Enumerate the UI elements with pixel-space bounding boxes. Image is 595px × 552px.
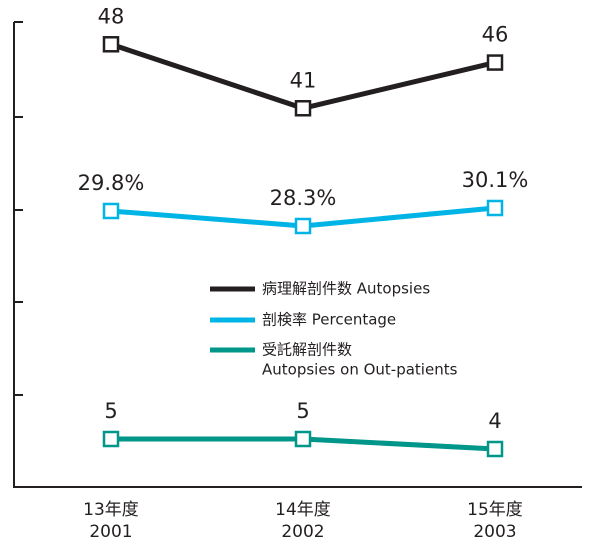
data-label: 5 [296,399,309,423]
legend-label: 受託解剖件数 [262,341,352,359]
data-label: 41 [290,68,317,92]
data-label: 28.3% [270,186,337,210]
marker [486,440,504,458]
legend-label: Autopsies on Out-patients [262,361,458,379]
x-tick-label: 13年度 [83,500,139,520]
marker [486,199,504,217]
legend-label: 病理解剖件数 Autopsies [262,280,430,298]
data-label: 29.8% [78,171,145,195]
data-label: 48 [98,4,125,28]
data-label: 30.1% [462,168,529,192]
marker [294,430,312,448]
x-tick-label: 2001 [89,522,132,542]
marker [486,54,504,71]
x-tick-label: 14年度 [275,500,331,520]
marker [102,36,120,53]
x-tick-label: 15年度 [467,500,523,520]
legend-label: 剖検率 Percentage [262,311,396,329]
marker [294,217,312,235]
data-label: 4 [488,409,501,433]
x-tick-label: 2003 [473,522,516,542]
marker [102,202,120,220]
marker [102,430,120,448]
x-tick-label: 2002 [281,522,324,542]
data-label: 46 [482,23,509,47]
data-label: 5 [104,399,117,423]
axes [13,21,582,488]
marker [294,100,312,117]
